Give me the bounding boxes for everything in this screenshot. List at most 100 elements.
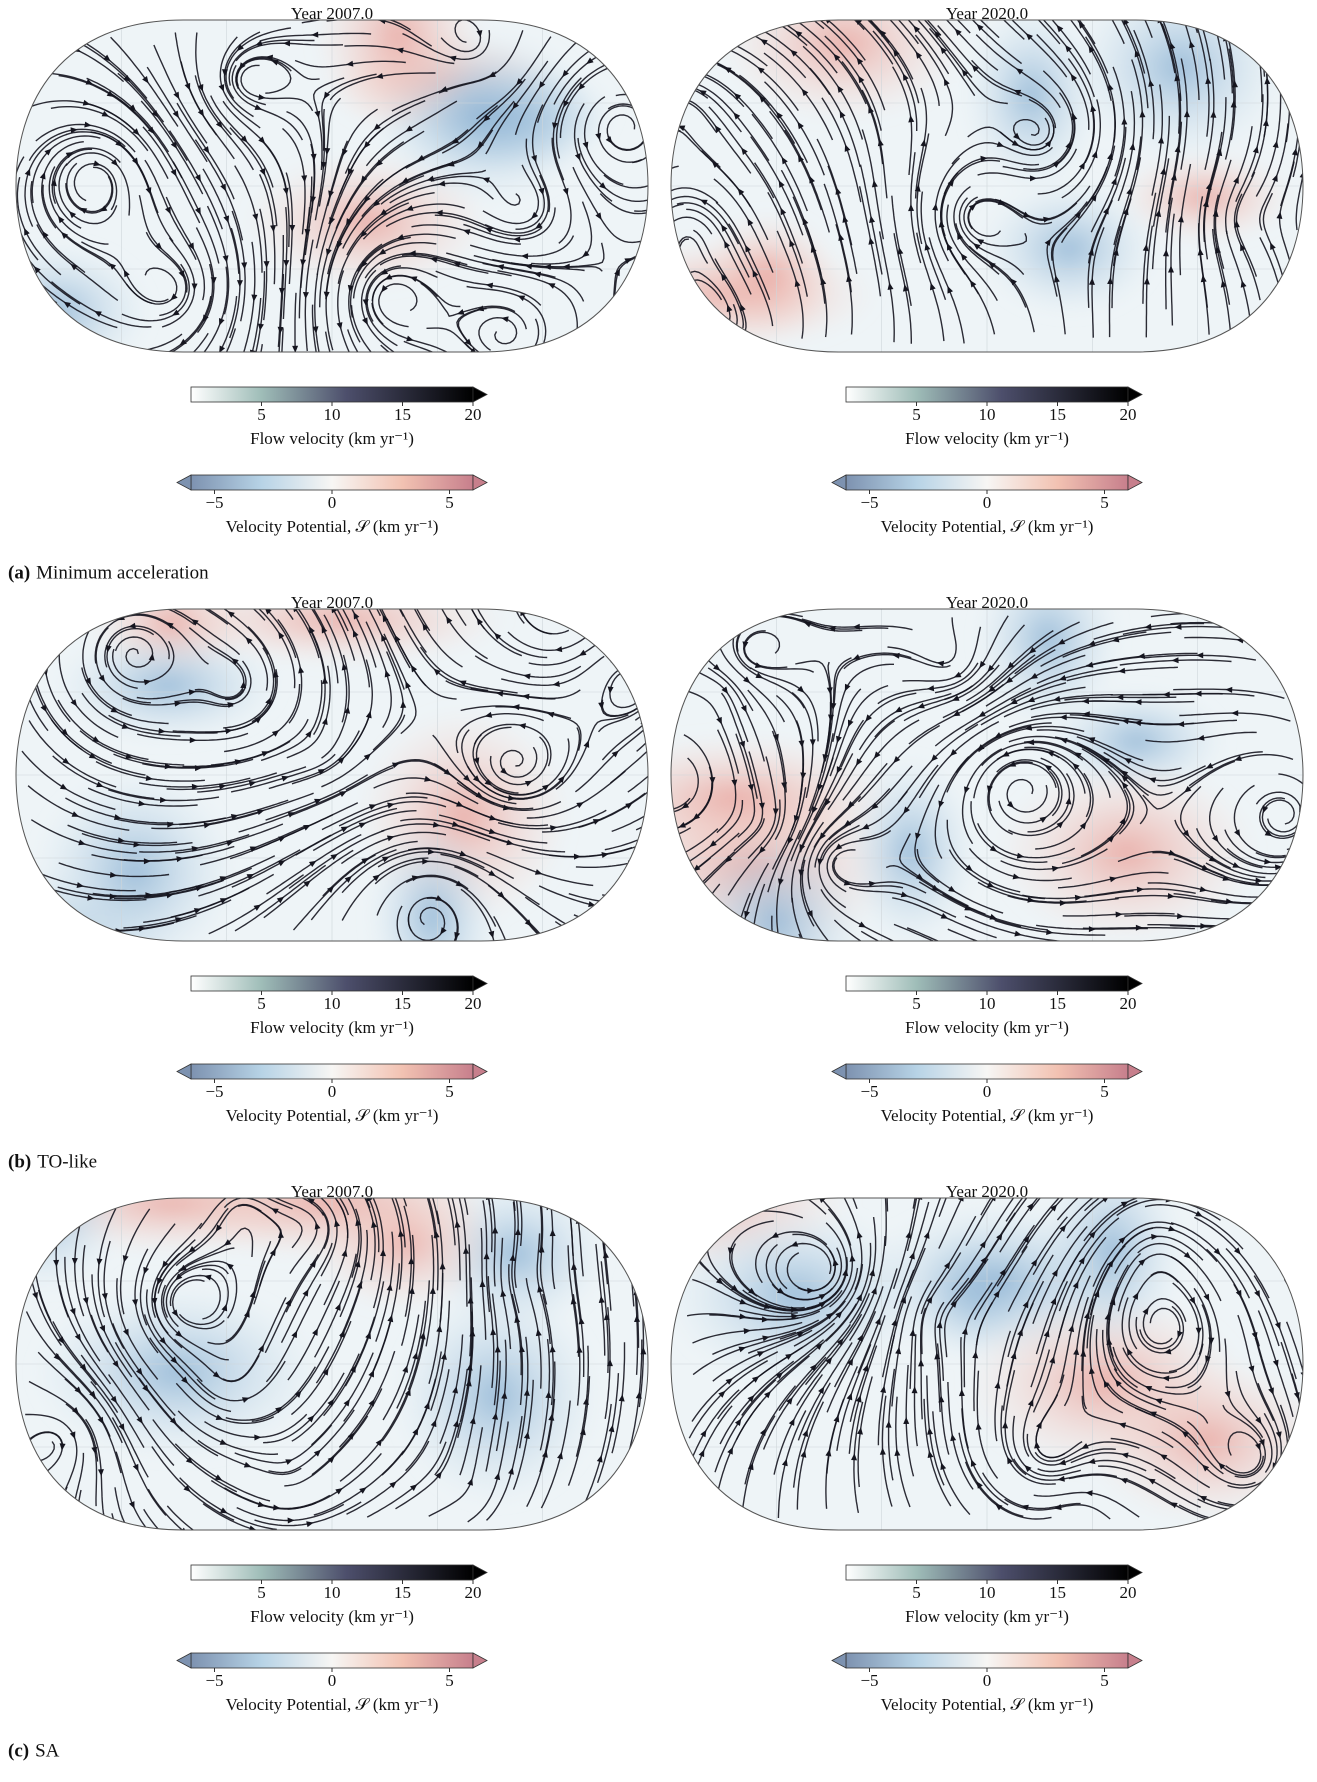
colorbar-extend: [473, 1653, 487, 1668]
streamline-arrow: [876, 0, 885, 6]
streamline-arrow: [514, 591, 520, 598]
streamline-arrow: [509, 566, 516, 574]
streamline-arrow: [290, 579, 299, 588]
colorbar-tick-label: 5: [257, 1583, 266, 1602]
streamline-arrow: [666, 856, 675, 864]
streamline: [602, 915, 712, 926]
streamline: [620, 1166, 640, 1276]
streamline: [555, 922, 659, 961]
streamline-arrow: [393, 599, 402, 608]
colorbar-extend: [1128, 1565, 1142, 1580]
streamline-arrow: [628, 41, 637, 49]
colorbar-tick-label: 15: [1049, 405, 1066, 424]
colorbar-tick-label: 5: [1100, 493, 1109, 512]
colorbar-label: Flow velocity (km yr⁻¹): [905, 1607, 1069, 1626]
streamline-arrow: [652, 1455, 660, 1463]
streamline-arrow: [639, 698, 648, 707]
colorbar-extend: [473, 1565, 487, 1580]
streamline-arrow: [418, 1179, 426, 1188]
colorbar-tick-label: 5: [1100, 1671, 1109, 1690]
streamline-arrow: [744, 618, 753, 627]
streamline: [445, 1104, 490, 1205]
streamline-arrow: [592, 1190, 599, 1198]
streamline-arrow: [93, 1560, 101, 1569]
streamline-arrow: [655, 922, 662, 928]
streamline: [614, 37, 722, 55]
potential-blob: [393, 1286, 602, 1506]
colorbar-tick-label: 0: [983, 1082, 992, 1101]
streamline-arrow: [532, 1151, 540, 1160]
streamline-arrow: [654, 889, 662, 896]
streamline: [821, 1103, 857, 1209]
colorbar-tick-label: 5: [257, 994, 266, 1013]
streamline-arrow: [423, 372, 432, 381]
map: [545, 1100, 1317, 1530]
streamline-arrow: [647, 57, 656, 65]
colorbar-tick-label: −5: [205, 1082, 223, 1101]
streamline: [613, 1137, 639, 1246]
colorbar-tick-label: −5: [205, 1671, 223, 1690]
colorbar-tick-label: 10: [979, 1583, 996, 1602]
streamline-arrow: [1313, 804, 1317, 812]
streamline-arrow: [906, 954, 915, 963]
streamline-arrow: [955, 946, 964, 954]
streamline-arrow: [130, 1535, 139, 1544]
potential-blob: [979, 181, 1160, 316]
streamline-arrow: [76, 1542, 83, 1550]
streamline-arrow: [775, 967, 783, 975]
streamline-arrow: [642, 699, 651, 708]
colorbar-extend: [473, 475, 487, 490]
streamline-arrow: [7, 304, 16, 313]
streamline-arrow: [642, 1423, 649, 1431]
colorbar: [846, 1064, 1128, 1079]
streamline-arrow: [667, 275, 676, 284]
colorbar: [191, 1565, 473, 1580]
streamline-arrow: [657, 801, 666, 810]
colorbar-tick-label: 5: [445, 1082, 454, 1101]
streamline-arrow: [1063, 1165, 1072, 1174]
streamline-arrow: [1291, 876, 1300, 884]
streamline-arrow: [499, 1152, 507, 1161]
streamline: [0, 254, 27, 336]
streamline-arrow: [1308, 867, 1317, 876]
streamline-arrow: [19, 1443, 28, 1452]
streamline: [661, 884, 719, 979]
streamline-arrow: [456, 574, 464, 582]
streamline-arrow: [804, 947, 813, 956]
streamline-arrow: [10, 206, 17, 214]
streamline-arrow: [624, 927, 632, 934]
colorbar-tick-label: 0: [983, 1671, 992, 1690]
colorbar-tick-label: 5: [912, 994, 921, 1013]
streamline-arrow: [1222, 620, 1229, 627]
streamline-arrow: [389, 1188, 397, 1197]
streamline-arrow: [714, 34, 723, 42]
streamline-arrow: [206, 1538, 215, 1547]
colorbar-label: Velocity Potential, 𝒮 (km yr⁻¹): [226, 1106, 439, 1125]
streamline-arrow: [749, 935, 755, 942]
colorbar-label: Velocity Potential, 𝒮 (km yr⁻¹): [881, 1106, 1094, 1125]
streamline: [605, 1104, 639, 1211]
colorbar-tick-label: −5: [860, 1082, 878, 1101]
colorbar-extend: [177, 1653, 191, 1668]
streamline-arrow: [648, 741, 657, 750]
colorbar: [846, 1565, 1128, 1580]
streamline-arrow: [307, 1170, 316, 1179]
streamline-arrow: [561, 959, 570, 968]
streamline-arrow: [1191, 2, 1199, 11]
streamline-arrow: [996, 945, 1004, 953]
streamline-arrow: [875, 949, 884, 958]
streamline-arrow: [670, 97, 678, 104]
streamline: [619, 888, 693, 972]
streamline-arrow: [648, 923, 657, 932]
streamline-arrow: [1254, 42, 1261, 50]
streamline: [56, 1507, 82, 1613]
streamline-arrow: [1094, 1177, 1103, 1186]
streamline-arrow: [1203, 610, 1210, 616]
colorbar-tick-label: −5: [205, 493, 223, 512]
colorbar-extend: [177, 1064, 191, 1079]
panel-caption: TO-like: [37, 1151, 97, 1172]
streamline-arrow: [55, 1558, 63, 1566]
colorbar-tick-label: 5: [445, 493, 454, 512]
streamline-arrow: [662, 225, 671, 234]
streamline-arrow: [645, 239, 652, 247]
